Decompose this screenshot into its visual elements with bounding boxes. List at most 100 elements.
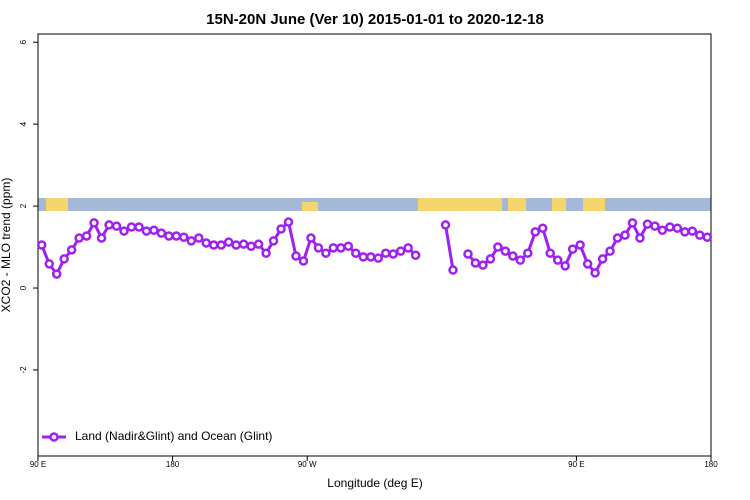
point xyxy=(672,223,683,233)
point xyxy=(208,240,219,250)
point xyxy=(96,233,107,243)
point xyxy=(351,248,361,258)
point xyxy=(388,249,398,259)
x-tick-label: 180 xyxy=(704,460,718,469)
point xyxy=(552,255,563,265)
point xyxy=(478,260,488,270)
point xyxy=(194,233,204,243)
point xyxy=(66,245,77,255)
legend-marker xyxy=(49,432,59,442)
x-axis-label: Longitude (deg E) xyxy=(327,476,422,490)
point xyxy=(283,217,294,227)
x-tick-label: 90 E xyxy=(568,460,584,469)
point xyxy=(642,219,653,229)
point xyxy=(328,243,339,253)
point xyxy=(231,240,241,250)
point xyxy=(582,259,593,269)
point xyxy=(111,221,122,231)
point xyxy=(179,232,189,242)
point xyxy=(575,240,585,250)
point xyxy=(403,243,413,253)
point xyxy=(164,231,174,241)
point xyxy=(627,218,638,228)
point xyxy=(538,223,548,233)
point xyxy=(620,230,630,240)
point xyxy=(59,254,69,264)
point xyxy=(463,249,473,259)
x-tick-label: 90 W xyxy=(298,460,317,469)
y-tick-label: 2 xyxy=(19,203,28,208)
point xyxy=(680,227,690,237)
point xyxy=(530,227,541,237)
point xyxy=(612,233,623,243)
point xyxy=(702,232,713,242)
point xyxy=(493,242,503,252)
point xyxy=(81,231,92,241)
point xyxy=(156,228,167,238)
point xyxy=(695,230,705,240)
point xyxy=(336,243,346,253)
point xyxy=(380,248,391,258)
point xyxy=(134,222,144,232)
point xyxy=(635,233,645,243)
point xyxy=(523,248,533,258)
point xyxy=(410,250,421,260)
y-tick-label: 4 xyxy=(19,121,28,126)
point xyxy=(395,246,406,256)
point xyxy=(508,251,518,261)
point xyxy=(515,255,526,265)
point xyxy=(373,253,383,263)
point xyxy=(171,231,182,241)
point xyxy=(657,225,668,236)
point xyxy=(567,244,578,254)
point xyxy=(605,246,615,256)
point xyxy=(440,220,451,230)
point xyxy=(186,236,197,246)
point xyxy=(36,240,47,250)
point xyxy=(238,239,249,249)
point xyxy=(104,220,114,230)
y-tick-label: 6 xyxy=(19,39,28,44)
point xyxy=(141,226,152,236)
point xyxy=(126,222,137,232)
chart-title: 15N-20N June (Ver 10) 2015-01-01 to 2020… xyxy=(206,11,544,28)
point xyxy=(545,248,555,258)
y-tick-label: 0 xyxy=(19,285,28,290)
map-strip xyxy=(38,198,711,211)
point xyxy=(253,239,264,249)
point xyxy=(321,248,331,258)
point xyxy=(276,224,286,234)
plot-frame xyxy=(37,33,712,457)
x-tick-label: 90 E xyxy=(30,460,46,469)
point xyxy=(560,261,570,271)
point xyxy=(298,256,309,266)
point xyxy=(343,241,354,251)
y-axis-label: XCO2 - MLO trend (ppm) xyxy=(0,178,13,313)
point xyxy=(89,218,99,228)
point xyxy=(650,221,660,231)
y-tick-label: -2 xyxy=(19,366,28,374)
point xyxy=(470,258,481,268)
point xyxy=(119,226,129,236)
point xyxy=(665,222,675,232)
point xyxy=(313,243,324,253)
x-tick-label: 180 xyxy=(166,460,180,469)
point xyxy=(201,238,211,248)
point xyxy=(51,269,62,279)
point xyxy=(448,265,458,275)
point xyxy=(687,226,698,236)
point xyxy=(223,237,234,247)
point xyxy=(74,233,84,243)
point xyxy=(216,240,226,250)
point xyxy=(306,233,316,243)
legend-label: Land (Nadir&Glint) and Ocean (Glint) xyxy=(75,429,272,443)
point xyxy=(149,225,159,236)
point xyxy=(261,248,271,258)
point xyxy=(366,252,376,262)
point xyxy=(246,241,256,251)
point xyxy=(597,254,608,264)
point xyxy=(44,259,54,269)
point xyxy=(500,246,511,256)
point xyxy=(291,251,301,261)
